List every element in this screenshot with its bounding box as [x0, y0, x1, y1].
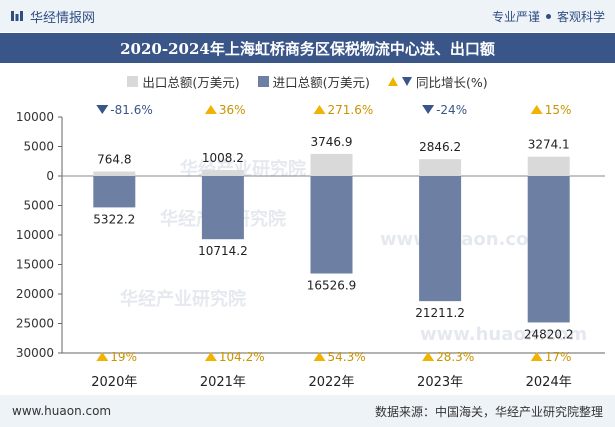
import-bar — [419, 176, 462, 302]
import-yoy-label: 28.3% — [436, 350, 474, 364]
import-yoy-label: 104.2% — [219, 350, 265, 364]
export-yoy-label: 36% — [219, 103, 246, 117]
tag-objective: 客观科学 — [556, 9, 605, 24]
export-yoy-label: -81.6% — [110, 103, 152, 117]
export-value-label: 2846.2 — [419, 140, 461, 154]
export-value-label: 3274.1 — [528, 138, 570, 152]
footer-source: 数据来源：中国海关，华经产业研究院整理 — [374, 404, 603, 419]
import-bar — [527, 176, 570, 323]
y-tick-label: 30000 — [16, 346, 54, 360]
export-value-label: 1008.2 — [202, 151, 244, 165]
import-bar — [201, 176, 244, 240]
triangle-up-icon — [313, 352, 326, 361]
legend-yoy: 同比增长(%) — [387, 72, 488, 91]
y-tick-label: 20000 — [16, 287, 54, 301]
import-swatch-icon — [257, 75, 269, 87]
import-value-label: 24820.2 — [524, 327, 574, 341]
x-tick-label: 2022年 — [308, 375, 354, 390]
brand-name: 华经情报网 — [30, 10, 96, 26]
import-value-label: 16526.9 — [307, 279, 357, 293]
triangle-up-icon — [530, 105, 543, 114]
x-tick-label: 2020年 — [91, 375, 137, 390]
chart-legend: 出口总额(万美元) 进口总额(万美元) 同比增长(%) — [0, 70, 615, 92]
top-bar: 华经情报网 专业严谨 客观科学 — [0, 0, 615, 32]
y-tick-label: 25000 — [16, 317, 54, 331]
export-value-label: 3746.9 — [311, 135, 353, 149]
legend-export: 出口总额(万美元) — [127, 72, 240, 91]
triangle-up-icon — [422, 352, 435, 361]
x-tick-label: 2024年 — [526, 375, 572, 390]
logo-icon — [11, 11, 23, 21]
export-bar — [419, 159, 462, 176]
export-yoy-label: 271.6% — [328, 103, 374, 117]
import-yoy-label: 54.3% — [328, 350, 366, 364]
export-yoy-label: -24% — [436, 103, 467, 117]
import-bar — [93, 176, 136, 208]
import-value-label: 10714.2 — [198, 244, 248, 258]
x-tick-label: 2021年 — [200, 375, 246, 390]
y-tick-label: 5000 — [23, 199, 54, 213]
y-tick-label: 15000 — [16, 258, 54, 272]
export-bar — [93, 171, 136, 176]
import-value-label: 21211.2 — [415, 306, 465, 320]
brand: 华经情报网 — [10, 7, 95, 26]
tag-professional: 专业严谨 — [491, 9, 540, 24]
footer: www.huaon.com 数据来源：中国海关，华经产业研究院整理 — [0, 395, 615, 427]
export-value-label: 764.8 — [97, 152, 131, 166]
triangle-up-icon — [313, 105, 326, 114]
triangle-up-icon — [530, 352, 543, 361]
y-tick-label: 0 — [46, 169, 54, 183]
watermark-text: www.huaon.com — [420, 324, 587, 345]
triangle-down-icon — [96, 105, 109, 114]
legend-import-label: 进口总额(万美元) — [272, 74, 370, 90]
footer-website: www.huaon.com — [12, 404, 112, 418]
legend-yoy-label: 同比增长(%) — [415, 74, 488, 90]
triangle-down-icon — [401, 76, 412, 86]
import-yoy-label: 17% — [545, 350, 572, 364]
header-tags: 专业严谨 客观科学 — [492, 8, 605, 25]
y-tick-label: 10000 — [16, 110, 54, 124]
export-yoy-label: 15% — [545, 103, 572, 117]
legend-export-label: 出口总额(万美元) — [142, 74, 240, 90]
y-tick-label: 10000 — [16, 228, 54, 242]
watermark-text: 华经产业研究院 — [120, 288, 246, 310]
y-tick-label: 5000 — [23, 140, 54, 154]
dot-icon — [545, 13, 551, 19]
triangle-up-icon — [204, 352, 217, 361]
triangle-down-icon — [422, 105, 435, 114]
export-bar — [201, 170, 244, 176]
import-yoy-label: 19% — [110, 350, 137, 364]
x-tick-label: 2023年 — [417, 375, 463, 390]
export-bar — [527, 156, 570, 176]
triangle-up-icon — [204, 105, 217, 114]
legend-import: 进口总额(万美元) — [257, 72, 370, 91]
chart-plot: 华经产业研究院www.huaon.com华经产业研究院www.huaon.com… — [16, 103, 605, 390]
import-bar — [310, 176, 353, 274]
export-bar — [310, 153, 353, 176]
watermark-text: www.huaon.com — [380, 229, 547, 250]
export-swatch-icon — [127, 75, 139, 87]
triangle-up-icon — [387, 76, 398, 86]
import-value-label: 5322.2 — [93, 212, 135, 226]
triangle-up-icon — [96, 352, 109, 361]
chart-title: 2020-2024年上海虹桥商务区保税物流中心进、出口额 — [0, 33, 615, 63]
